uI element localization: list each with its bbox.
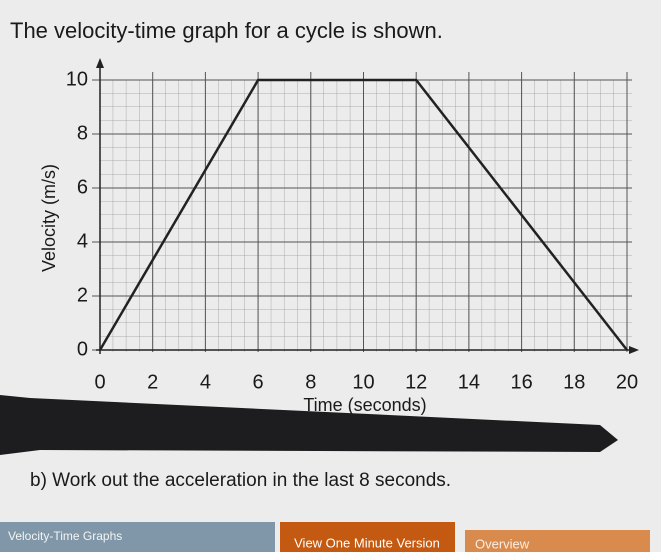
x-axis-arrow bbox=[629, 346, 639, 354]
question: b) Work out the acceleration in the last… bbox=[30, 470, 451, 491]
overview-tab[interactable] bbox=[465, 530, 650, 552]
minor-grid bbox=[100, 80, 632, 352]
minute-label: View One Minute Version bbox=[294, 535, 440, 550]
y-tick-label: 4 bbox=[77, 230, 88, 252]
heading: The velocity-time graph for a cycle is s… bbox=[10, 18, 443, 43]
x-tick-label: 0 bbox=[94, 371, 105, 393]
x-tick-label: 8 bbox=[305, 371, 316, 393]
pen-occlusion bbox=[0, 395, 618, 455]
x-tick-label: 18 bbox=[563, 371, 585, 393]
minute-button[interactable] bbox=[280, 522, 455, 552]
chart: 0 2 4 6 8 10 12 14 16 18 20 0 2 4 6 8 10 bbox=[66, 58, 639, 393]
y-tick-label: 2 bbox=[77, 284, 88, 306]
y-tick-label: 0 bbox=[77, 338, 88, 360]
y-tick-label: 8 bbox=[77, 122, 88, 144]
x-tick-label: 4 bbox=[200, 371, 211, 393]
x-tick-label: 2 bbox=[147, 371, 158, 393]
x-tick-label: 6 bbox=[253, 371, 264, 393]
overview-label: Overview bbox=[475, 536, 530, 551]
topic-tab[interactable] bbox=[0, 522, 275, 552]
y-axis-arrow bbox=[96, 58, 104, 68]
velocity-line bbox=[98, 78, 628, 351]
y-axis-title: Velocity (m/s) bbox=[39, 164, 59, 272]
x-tick-label: 12 bbox=[405, 371, 427, 393]
topic-label: Velocity-Time Graphs bbox=[8, 529, 122, 543]
x-axis-title: Time (seconds) bbox=[303, 395, 426, 415]
y-tick-label: 10 bbox=[66, 68, 88, 90]
x-tick-label: 20 bbox=[616, 371, 638, 393]
x-tick-label: 14 bbox=[458, 371, 480, 393]
x-tick-label: 10 bbox=[352, 371, 374, 393]
y-tick-label: 6 bbox=[77, 176, 88, 198]
x-tick-label: 16 bbox=[510, 371, 532, 393]
